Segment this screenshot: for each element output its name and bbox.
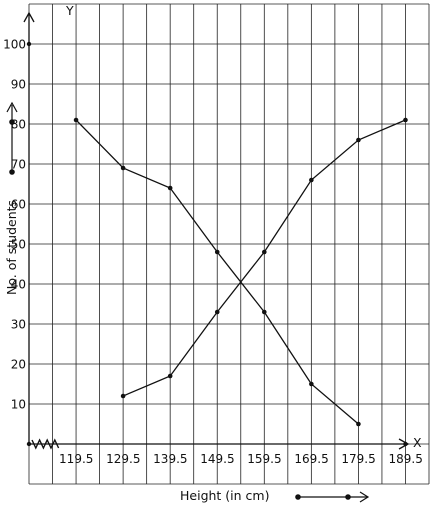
axis-dot (26, 41, 32, 47)
y-axis-letter: Y (65, 3, 74, 18)
y-tick-label: 70 (11, 158, 26, 172)
x-tick-label: 189.5 (388, 452, 422, 466)
data-point (403, 117, 408, 123)
x-tick-label: 159.5 (247, 452, 281, 466)
y-direction-arrow (6, 101, 18, 175)
grid (28, 3, 430, 485)
axis-dot (26, 441, 32, 447)
x-axis-title: Height (in cm) (180, 488, 269, 503)
x-tick-label: 149.5 (200, 452, 234, 466)
x-tick-label: 169.5 (294, 452, 328, 466)
data-point (120, 165, 126, 171)
axis-dot (403, 441, 408, 447)
series-points (73, 117, 408, 427)
data-point (120, 393, 126, 399)
data-point (214, 249, 220, 255)
y-axis-arrowhead (23, 11, 35, 23)
y-tick-label: 90 (11, 78, 26, 92)
data-point (214, 309, 220, 315)
data-point (309, 177, 314, 183)
y-axis-title: No. of students (4, 200, 19, 295)
data-point (309, 381, 314, 387)
y-tick-label: 60 (11, 198, 26, 212)
x-direction-arrow (295, 491, 370, 503)
data-point (167, 373, 173, 379)
x-tick-label: 119.5 (59, 452, 93, 466)
y-tick-label: 20 (11, 358, 26, 372)
x-tick-label: 179.5 (341, 452, 375, 466)
data-point (73, 117, 79, 123)
axis-break-kink (31, 438, 60, 450)
data-point (261, 309, 267, 315)
y-tick-label: 100 (3, 38, 26, 52)
y-tick-label: 50 (11, 238, 26, 252)
x-axis-letter: X (413, 435, 422, 450)
y-tick-label: 40 (11, 278, 26, 292)
x-axis-arrowhead (398, 438, 410, 450)
data-point (167, 185, 173, 191)
x-tick-label: 139.5 (153, 452, 187, 466)
y-tick-label: 30 (11, 318, 26, 332)
data-point (261, 249, 267, 255)
data-point (356, 421, 361, 427)
data-point (356, 137, 361, 143)
x-tick-label: 129.5 (106, 452, 140, 466)
tick-labels: 119.5 129.5 139.5 149.5 159.5 169.5 179.5 189.5… (3, 38, 423, 467)
axes (23, 11, 410, 450)
y-tick-label: 10 (11, 398, 26, 412)
